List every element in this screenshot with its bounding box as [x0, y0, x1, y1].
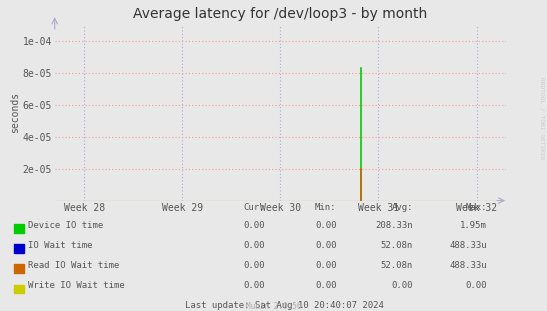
- Text: Last update: Sat Aug 10 20:40:07 2024: Last update: Sat Aug 10 20:40:07 2024: [185, 301, 384, 310]
- Text: Device IO time: Device IO time: [28, 220, 103, 230]
- Text: 52.08n: 52.08n: [381, 241, 413, 250]
- Text: 0.00: 0.00: [315, 281, 336, 290]
- Text: 208.33n: 208.33n: [375, 220, 413, 230]
- Y-axis label: seconds: seconds: [10, 92, 20, 133]
- Text: Min:: Min:: [315, 203, 336, 212]
- Text: 0.00: 0.00: [315, 261, 336, 270]
- Text: 0.00: 0.00: [244, 281, 265, 290]
- Title: Average latency for /dev/loop3 - by month: Average latency for /dev/loop3 - by mont…: [133, 7, 427, 21]
- Text: 0.00: 0.00: [315, 220, 336, 230]
- Text: 488.33u: 488.33u: [449, 261, 487, 270]
- Text: Munin 2.0.56: Munin 2.0.56: [246, 301, 301, 310]
- Text: 1.95m: 1.95m: [460, 220, 487, 230]
- Text: 0.00: 0.00: [244, 241, 265, 250]
- Text: IO Wait time: IO Wait time: [28, 241, 92, 250]
- Text: Read IO Wait time: Read IO Wait time: [28, 261, 119, 270]
- Text: 0.00: 0.00: [392, 281, 413, 290]
- Text: 52.08n: 52.08n: [381, 261, 413, 270]
- Text: Avg:: Avg:: [392, 203, 413, 212]
- Text: RRDTOOL / TOBI OETIKER: RRDTOOL / TOBI OETIKER: [539, 77, 544, 160]
- Text: Cur:: Cur:: [244, 203, 265, 212]
- Text: 0.00: 0.00: [244, 261, 265, 270]
- Text: 488.33u: 488.33u: [449, 241, 487, 250]
- Text: Write IO Wait time: Write IO Wait time: [28, 281, 125, 290]
- Text: Max:: Max:: [465, 203, 487, 212]
- Text: 0.00: 0.00: [244, 220, 265, 230]
- Text: 0.00: 0.00: [315, 241, 336, 250]
- Text: 0.00: 0.00: [465, 281, 487, 290]
